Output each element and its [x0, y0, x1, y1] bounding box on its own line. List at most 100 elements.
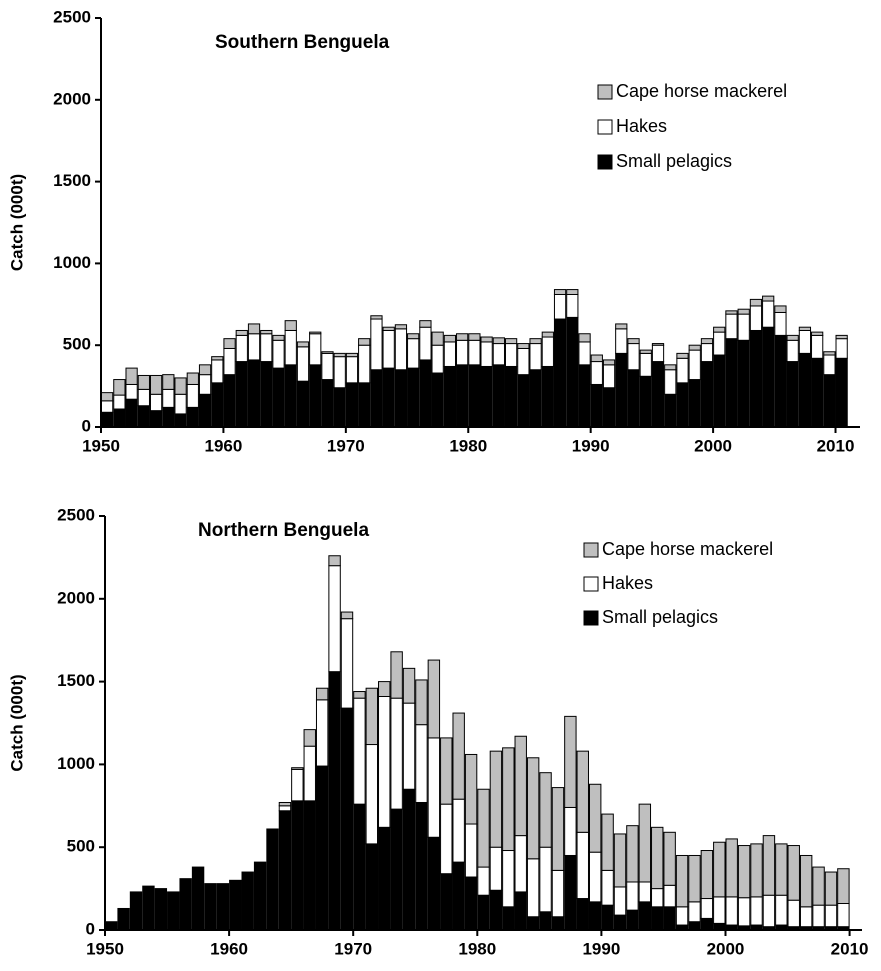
bar-segment	[390, 697, 403, 810]
bar-segment	[315, 765, 329, 931]
bar-segment	[125, 367, 138, 385]
legend-swatch	[597, 119, 613, 135]
bar-segment	[613, 914, 627, 931]
bar-segment	[345, 356, 359, 384]
bar-segment	[713, 896, 726, 924]
bar-segment	[468, 364, 481, 428]
bar-segment	[125, 398, 138, 428]
bar-segment	[700, 917, 714, 931]
bar-segment	[419, 326, 432, 361]
bar-segment	[365, 843, 379, 931]
bar-segment	[296, 346, 310, 382]
y-tick-label: 1000	[53, 253, 91, 272]
bar-segment	[125, 383, 138, 400]
bar-segment	[725, 313, 738, 340]
bar-segment	[651, 343, 665, 346]
bar-segment	[333, 352, 346, 358]
bar-segment	[514, 735, 527, 837]
bar-segment	[750, 843, 763, 898]
x-tick-label: 2010	[817, 436, 855, 455]
bar-segment	[566, 293, 579, 318]
bar-segment	[198, 393, 212, 428]
bar-segment	[321, 379, 334, 428]
bar-segment	[615, 352, 628, 428]
legend-label: Hakes	[602, 573, 653, 593]
bar-segment	[101, 411, 114, 428]
bar-segment	[737, 897, 751, 927]
bar-segment	[774, 305, 787, 313]
bar-segment	[272, 367, 285, 428]
bar-segment	[737, 845, 751, 899]
bar-segment	[526, 757, 540, 860]
x-tick-label: 1970	[334, 939, 372, 958]
bar-segment	[340, 611, 354, 620]
bar-segment	[278, 805, 292, 812]
bar-segment	[576, 831, 589, 900]
bar-segment	[517, 347, 530, 376]
bar-segment	[502, 850, 515, 908]
bar-segment	[452, 798, 465, 863]
bar-segment	[303, 800, 316, 931]
bar-segment	[529, 338, 542, 345]
bar-segment	[688, 921, 701, 931]
bar-segment	[162, 388, 175, 408]
bar-segment	[303, 729, 316, 747]
bar-segment	[402, 702, 416, 790]
bar-segment	[700, 338, 714, 345]
bar-segment	[309, 364, 322, 428]
bar-segment	[101, 400, 114, 413]
bar-segment	[737, 313, 750, 341]
bar-segment	[235, 329, 248, 336]
bar-segment	[137, 374, 150, 390]
bar-segment	[186, 406, 199, 428]
bar-segment	[835, 334, 848, 340]
bar-segment	[452, 712, 465, 800]
bar-segment	[713, 354, 726, 428]
bar-segment	[688, 344, 701, 351]
bar-segment	[394, 324, 408, 330]
bar-segment	[823, 374, 836, 428]
bar-segment	[204, 883, 217, 931]
bar-segment	[713, 331, 726, 356]
chart-title: Southern Benguela	[215, 32, 390, 53]
x-tick-label: 1960	[205, 436, 243, 455]
bar-segment	[835, 357, 848, 428]
bar-segment	[576, 898, 589, 931]
bar-segment	[328, 565, 341, 673]
bar-segment	[799, 854, 813, 908]
bar-segment	[382, 329, 395, 369]
chart-title: Northern Benguela	[198, 520, 369, 541]
bar-segment	[333, 387, 346, 428]
bar-segment	[456, 364, 469, 428]
bar-segment	[749, 305, 763, 331]
bar-segment	[456, 339, 469, 366]
x-tick-label: 1990	[582, 939, 620, 958]
bar-segment	[578, 364, 591, 428]
x-tick-label: 1980	[458, 939, 496, 958]
bar-segment	[639, 375, 652, 428]
bar-segment	[198, 374, 212, 395]
bar-segment	[216, 883, 230, 931]
bar-segment	[551, 869, 565, 918]
bar-segment	[480, 336, 493, 343]
bar-segment	[456, 333, 469, 341]
bar-segment	[284, 364, 297, 428]
bar-segment	[477, 894, 490, 931]
bar-segment	[137, 388, 150, 407]
y-tick-label: 0	[82, 416, 91, 435]
bar-segment	[811, 331, 824, 336]
bar-segment	[378, 696, 391, 828]
bar-segment	[762, 295, 775, 302]
bar-segment	[541, 331, 554, 338]
bar-segment	[798, 352, 812, 428]
bar-segment	[526, 916, 540, 931]
bar-segment	[272, 339, 285, 369]
legend-swatch	[597, 154, 613, 170]
bar-segment	[272, 334, 285, 341]
bar-segment	[517, 374, 530, 428]
bar-segment	[235, 361, 248, 428]
bar-segment	[402, 788, 416, 931]
bar-segment	[725, 338, 738, 428]
bar-segment	[775, 894, 788, 926]
bar-segment	[492, 337, 505, 345]
